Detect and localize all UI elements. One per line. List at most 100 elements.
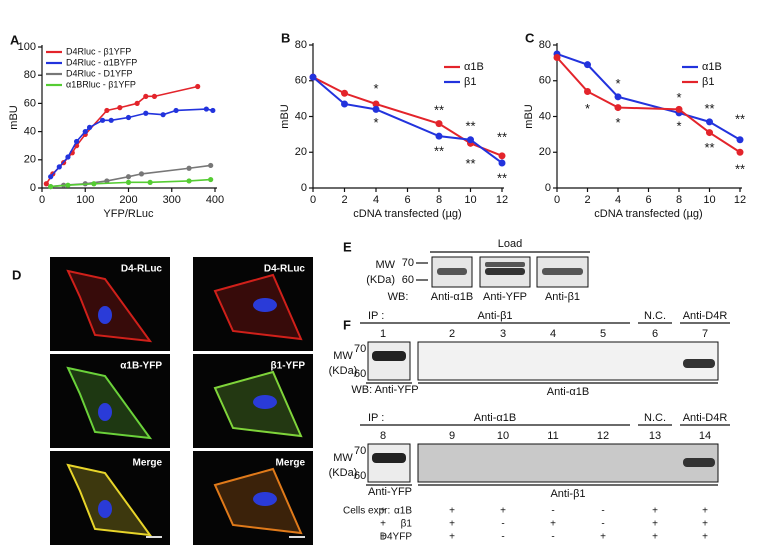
mw-label: MW	[333, 350, 353, 362]
data-point	[553, 54, 561, 62]
significance-mark: *	[676, 119, 681, 134]
data-point	[675, 105, 683, 113]
significance-mark: **	[465, 119, 475, 134]
blot	[417, 341, 719, 381]
micrograph-label: Merge	[276, 458, 306, 469]
band	[542, 268, 583, 275]
data-point	[706, 118, 713, 126]
micrograph-bg	[193, 257, 313, 351]
sign: -	[501, 519, 504, 530]
micrograph: Merge	[50, 451, 170, 545]
x-tick-label: 0	[554, 194, 560, 206]
y-axis-label: mBU	[279, 104, 291, 129]
y-tick-label: 20	[295, 146, 307, 158]
x-axis-label: cDNA transfected (µg)	[353, 208, 461, 220]
wb-label: WB: Anti-YFP	[351, 384, 418, 396]
sign: +	[380, 506, 386, 517]
micrograph-label: β1-YFP	[271, 361, 306, 372]
legend-label: β1	[702, 76, 714, 88]
data-point	[614, 93, 622, 101]
lane-number: 6	[652, 328, 658, 340]
micrograph: D4-RLuc	[193, 257, 313, 351]
data-point	[143, 93, 149, 99]
data-point	[706, 129, 713, 137]
data-point	[91, 181, 97, 187]
band	[683, 458, 715, 467]
nucleus	[253, 298, 277, 312]
y-tick-label: 0	[301, 182, 307, 194]
band	[485, 268, 525, 275]
data-point	[151, 93, 158, 99]
x-tick-label: 2	[341, 194, 347, 206]
panel-letter: E	[343, 239, 352, 254]
x-tick-label: 300	[163, 194, 181, 206]
y-tick-label: 60	[24, 97, 36, 109]
sign: +	[702, 519, 708, 530]
lane-number: 3	[500, 328, 506, 340]
data-point	[309, 73, 317, 81]
lane-number: 14	[699, 430, 711, 442]
significance-mark: **	[497, 171, 507, 186]
lane-number: 13	[649, 430, 661, 442]
significance-mark: **	[434, 103, 444, 118]
y-tick-label: 40	[539, 110, 551, 122]
lane-number: 4	[550, 328, 556, 340]
x-tick-label: 6	[404, 194, 410, 206]
y-tick-label: 40	[24, 126, 36, 138]
panel-letter: C	[525, 30, 535, 45]
y-tick-label: 60	[295, 75, 307, 87]
x-tick-label: 8	[436, 194, 442, 206]
lane-number: 9	[449, 430, 455, 442]
data-point	[125, 174, 132, 180]
band	[437, 268, 467, 275]
x-tick-label: 0	[310, 194, 316, 206]
data-point	[143, 110, 149, 116]
wb-other: Anti-α1B	[547, 386, 589, 398]
legend-label: D4Rluc - β1YFP	[66, 46, 131, 56]
data-point	[74, 138, 80, 145]
data-point	[736, 136, 744, 144]
data-point	[173, 107, 179, 114]
micrograph-label: Merge	[133, 458, 163, 469]
data-point	[104, 178, 110, 184]
micrograph-bg	[193, 451, 313, 545]
micrograph: Merge	[193, 451, 313, 545]
load-label: Load	[498, 238, 522, 250]
sign: -	[551, 506, 554, 517]
lane-number: 10	[497, 430, 509, 442]
y-tick-label: 0	[545, 182, 551, 194]
wb-label: Anti-YFP	[368, 486, 412, 498]
data-point	[210, 107, 216, 114]
wb-label: WB:	[388, 291, 409, 303]
data-point	[86, 124, 93, 130]
legend-label: α1B	[464, 61, 484, 73]
mw-unit: (KDa)	[329, 365, 358, 377]
micrograph: α1B-YFP	[50, 354, 170, 448]
significance-mark: **	[465, 156, 475, 171]
y-tick-label: 80	[539, 39, 551, 51]
lane-number: 8	[380, 430, 386, 442]
band	[485, 262, 525, 267]
x-tick-label: 10	[464, 194, 476, 206]
sign: +	[449, 532, 455, 543]
mw-tick: 60	[354, 470, 366, 482]
significance-mark: **	[704, 101, 714, 116]
sign: +	[449, 506, 455, 517]
sign: -	[501, 532, 504, 543]
data-point	[195, 83, 201, 90]
data-point	[43, 181, 49, 187]
data-point	[125, 114, 132, 121]
lane-number: 2	[449, 328, 455, 340]
data-point	[125, 179, 132, 185]
sign: -	[601, 519, 604, 530]
antibody-label: Anti-β1	[545, 291, 580, 303]
significance-mark: *	[676, 90, 681, 105]
data-point	[208, 162, 214, 169]
data-point	[56, 164, 62, 170]
y-axis-label: mBU	[8, 105, 20, 130]
nucleus	[98, 306, 112, 324]
sign: +	[550, 519, 556, 530]
nucleus	[98, 403, 112, 421]
data-point	[341, 89, 348, 97]
